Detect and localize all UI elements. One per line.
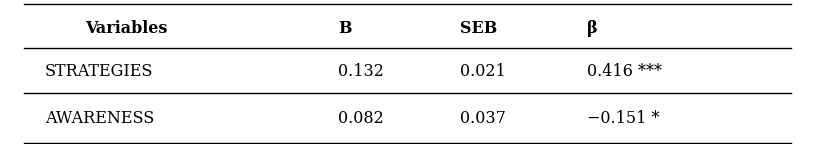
Text: B: B xyxy=(338,20,352,37)
Text: β: β xyxy=(587,20,597,37)
Text: 0.082: 0.082 xyxy=(338,110,384,127)
Text: 0.021: 0.021 xyxy=(460,64,506,80)
Text: STRATEGIES: STRATEGIES xyxy=(45,64,153,80)
Text: 0.416 ***: 0.416 *** xyxy=(587,64,662,80)
Text: 0.132: 0.132 xyxy=(338,64,384,80)
Text: −0.151 *: −0.151 * xyxy=(587,110,659,127)
Text: SEB: SEB xyxy=(460,20,498,37)
Text: AWARENESS: AWARENESS xyxy=(45,110,154,127)
Text: Variables: Variables xyxy=(85,20,168,37)
Text: 0.037: 0.037 xyxy=(460,110,506,127)
